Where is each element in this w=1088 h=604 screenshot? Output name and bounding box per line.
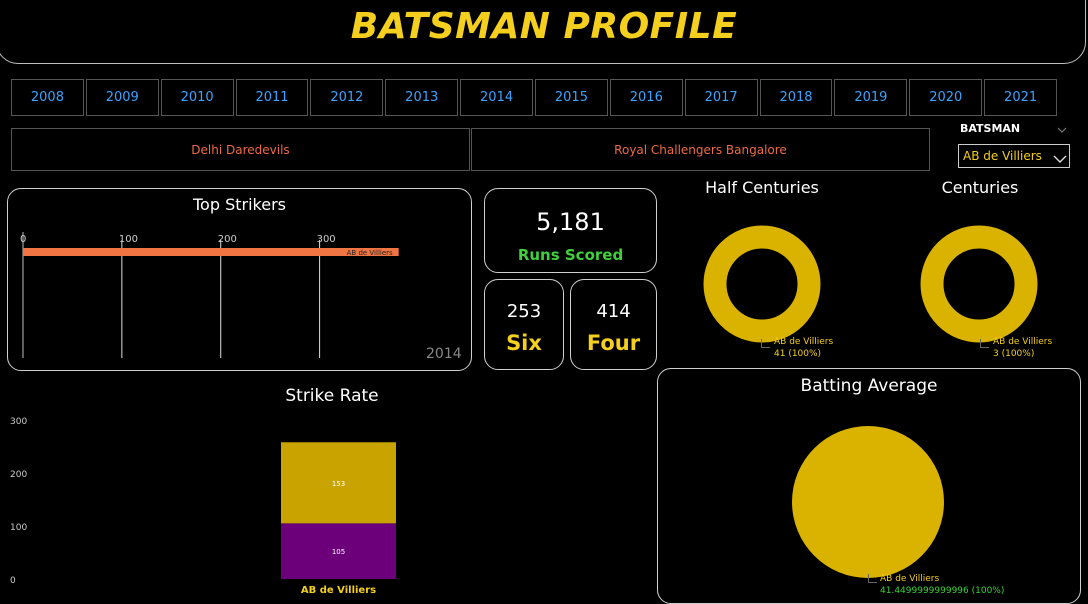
x-tick-label: 0 [20,234,26,245]
half-centuries-donut [703,225,821,343]
bar-label: AB de Villiers [347,249,393,257]
six-label: Six [506,331,542,355]
year-button-2018[interactable]: 2018 [759,79,833,116]
x-tick-label: 300 [317,234,336,245]
batsman-slicer-label: BATSMAN [960,122,1021,135]
batsman-dropdown[interactable]: AB de Villiers [958,144,1070,168]
chevron-down-icon [1053,150,1067,169]
top-strikers-title: Top Strikers [193,195,286,214]
half-centuries-legend-value: 41 (100%) [774,349,822,359]
year-button-2019[interactable]: 2019 [834,79,908,116]
six-value: 253 [506,301,542,322]
year-button-2014[interactable]: 2014 [460,79,534,116]
donut-slice[interactable] [920,225,1038,343]
centuries-donut [920,225,1038,343]
year-button-2017[interactable]: 2017 [684,79,758,116]
runs-scored-value: 5,181 [536,208,605,236]
batting-average-legend-name: AB de Villiers [880,574,940,584]
year-button-2009[interactable]: 2009 [85,79,159,116]
top-strikers-chart: 0 100 200 300 AB de Villiers [20,232,399,358]
page-title: BATSMAN PROFILE [350,6,738,47]
batting-average-title: Batting Average [800,376,938,396]
batting-average-pie [792,426,944,578]
title-bar [0,0,1086,64]
year-button-2015[interactable]: 2015 [535,79,608,116]
x-tick-label: 100 [119,234,138,245]
data-label: 105 [332,548,345,556]
data-label: 153 [332,480,345,488]
year-slicer: 2008 2009 2010 2011 2012 2013 2014 2015 2016 2017… [11,79,1059,116]
bar[interactable] [23,248,399,256]
y-tick-label: 0 [10,576,16,586]
year-button-2020[interactable]: 2020 [909,79,983,116]
batting-average-legend-value: 41.4499999999996 (100%) [880,586,1005,596]
year-button-2012[interactable]: 2012 [310,79,384,116]
six-card [484,279,564,370]
y-tick-label: 200 [10,470,27,480]
legend-marker [761,339,770,348]
centuries-title: Centuries [941,178,1019,197]
legend-marker [868,574,877,583]
year-button-2021[interactable]: 2021 [984,79,1058,116]
runs-scored-label: Runs Scored [517,246,624,264]
team-button-royal-challengers-bangalore[interactable]: Royal Challengers Bangalore [471,128,930,171]
half-centuries-title: Half Centuries [705,178,819,197]
batsman-dropdown-value: AB de Villiers [963,149,1042,163]
strike-rate-chart: 0 100 200 300 105 153 AB de Villiers [10,417,396,596]
year-button-2008[interactable]: 2008 [11,79,84,116]
y-tick-label: 300 [10,417,27,427]
x-category-label: AB de Villiers [301,585,376,596]
four-value: 414 [596,301,631,322]
donut-slice[interactable] [703,225,821,343]
year-button-2011[interactable]: 2011 [235,79,309,116]
runs-scored-card [484,188,657,273]
legend-marker [980,339,989,348]
pie-slice[interactable] [792,426,944,578]
four-card [570,279,657,370]
four-label: Four [586,331,641,355]
team-button-delhi-daredevils[interactable]: Delhi Daredevils [11,128,470,171]
top-strikers-year: 2014 [426,346,462,362]
top-strikers-panel [7,188,472,371]
year-button-2013[interactable]: 2013 [385,79,459,116]
centuries-legend-value: 3 (100%) [993,349,1035,359]
bar-segment[interactable] [281,523,396,579]
chevron-down-icon[interactable] [1057,120,1067,133]
strike-rate-title: Strike Rate [285,386,379,406]
half-centuries-legend-name: AB de Villiers [774,337,834,347]
year-button-2010[interactable]: 2010 [160,79,234,116]
x-tick-label: 200 [218,234,237,245]
bar-segment[interactable] [281,442,396,524]
centuries-legend-name: AB de Villiers [993,337,1053,347]
year-button-2016[interactable]: 2016 [609,79,683,116]
y-tick-label: 100 [10,523,27,533]
